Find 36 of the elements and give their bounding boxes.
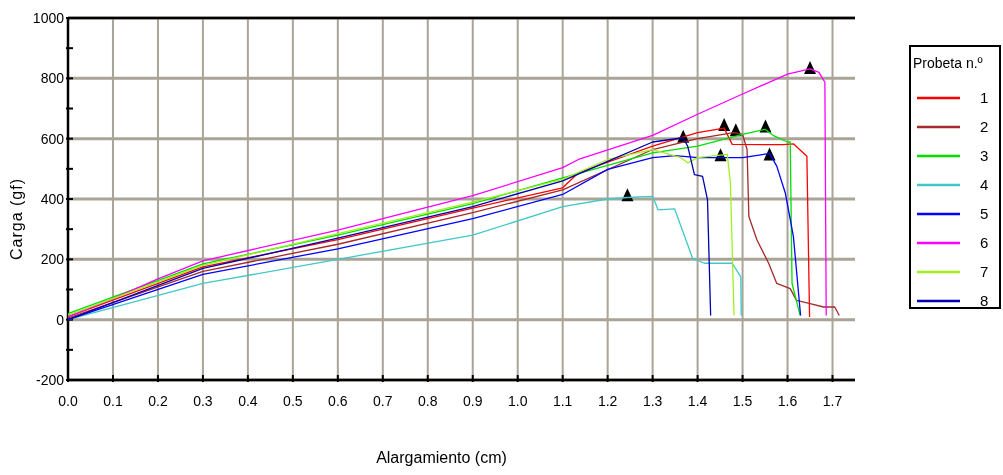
y-tick-label: 600 — [40, 130, 65, 147]
legend-label: 2 — [980, 118, 989, 136]
x-tick-label: 1.4 — [687, 393, 708, 409]
x-tick-label: 0.8 — [418, 393, 438, 409]
y-tick-label: 800 — [40, 70, 65, 87]
legend-title: Probeta n.º — [913, 55, 983, 71]
x-tick-label: 1.6 — [777, 393, 798, 409]
y-tick-label: -200 — [35, 371, 65, 388]
x-axis-title: Alargamiento (cm) — [376, 449, 507, 466]
y-tick-label: 1000 — [32, 9, 65, 26]
x-tick-label: 1.3 — [642, 393, 663, 409]
y-tick-label: 0 — [56, 311, 65, 328]
legend-label: 5 — [980, 205, 989, 223]
legend-label: 8 — [980, 292, 989, 310]
x-tick-label: 0.2 — [148, 393, 168, 409]
x-tick-label: 0.5 — [283, 393, 303, 409]
y-tick-label: 200 — [40, 251, 65, 268]
legend-label: 4 — [980, 176, 989, 194]
x-tick-label: 1.5 — [732, 393, 753, 409]
legend-label: 6 — [980, 234, 989, 252]
x-tick-label: 1.1 — [552, 393, 573, 409]
legend-label: 1 — [980, 89, 989, 107]
x-tick-label: 1.0 — [507, 393, 528, 409]
legend-label: 3 — [980, 147, 989, 165]
x-tick-label: 0.3 — [193, 393, 213, 409]
x-tick-label: 0.0 — [58, 393, 78, 409]
legend-label: 7 — [980, 263, 989, 281]
x-tick-label: 0.1 — [103, 393, 123, 409]
x-tick-label: 1.7 — [822, 393, 843, 409]
y-tick-label: 400 — [40, 190, 65, 207]
x-tick-label: 0.6 — [328, 393, 348, 409]
x-tick-label: 0.4 — [238, 393, 258, 409]
x-tick-label: 0.9 — [463, 393, 483, 409]
y-axis-title: Carga (gf) — [8, 177, 25, 261]
x-tick-label: 1.2 — [597, 393, 618, 409]
x-tick-label: 0.7 — [373, 393, 393, 409]
